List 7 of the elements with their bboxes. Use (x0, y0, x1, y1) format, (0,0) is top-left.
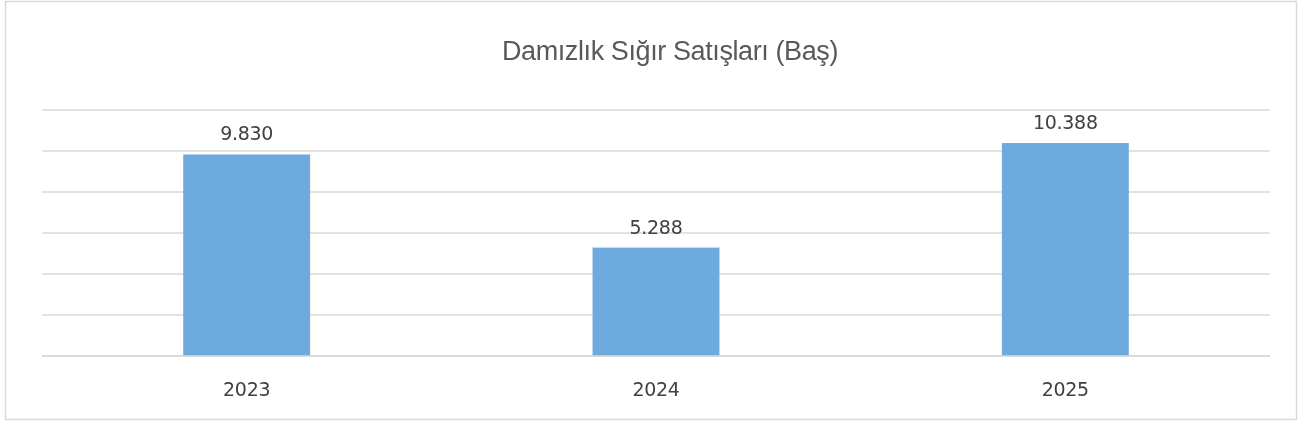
x-tick-label: 2024 (632, 378, 680, 400)
chart-title: Damızlık Sığır Satışları (Baş) (501, 36, 839, 66)
data-label: 9.830 (220, 122, 274, 145)
data-label: 10.388 (1032, 111, 1098, 134)
data-label: 5.288 (629, 215, 683, 238)
x-tick-label: 2023 (223, 378, 271, 400)
x-tick-label: 2025 (1041, 378, 1089, 400)
